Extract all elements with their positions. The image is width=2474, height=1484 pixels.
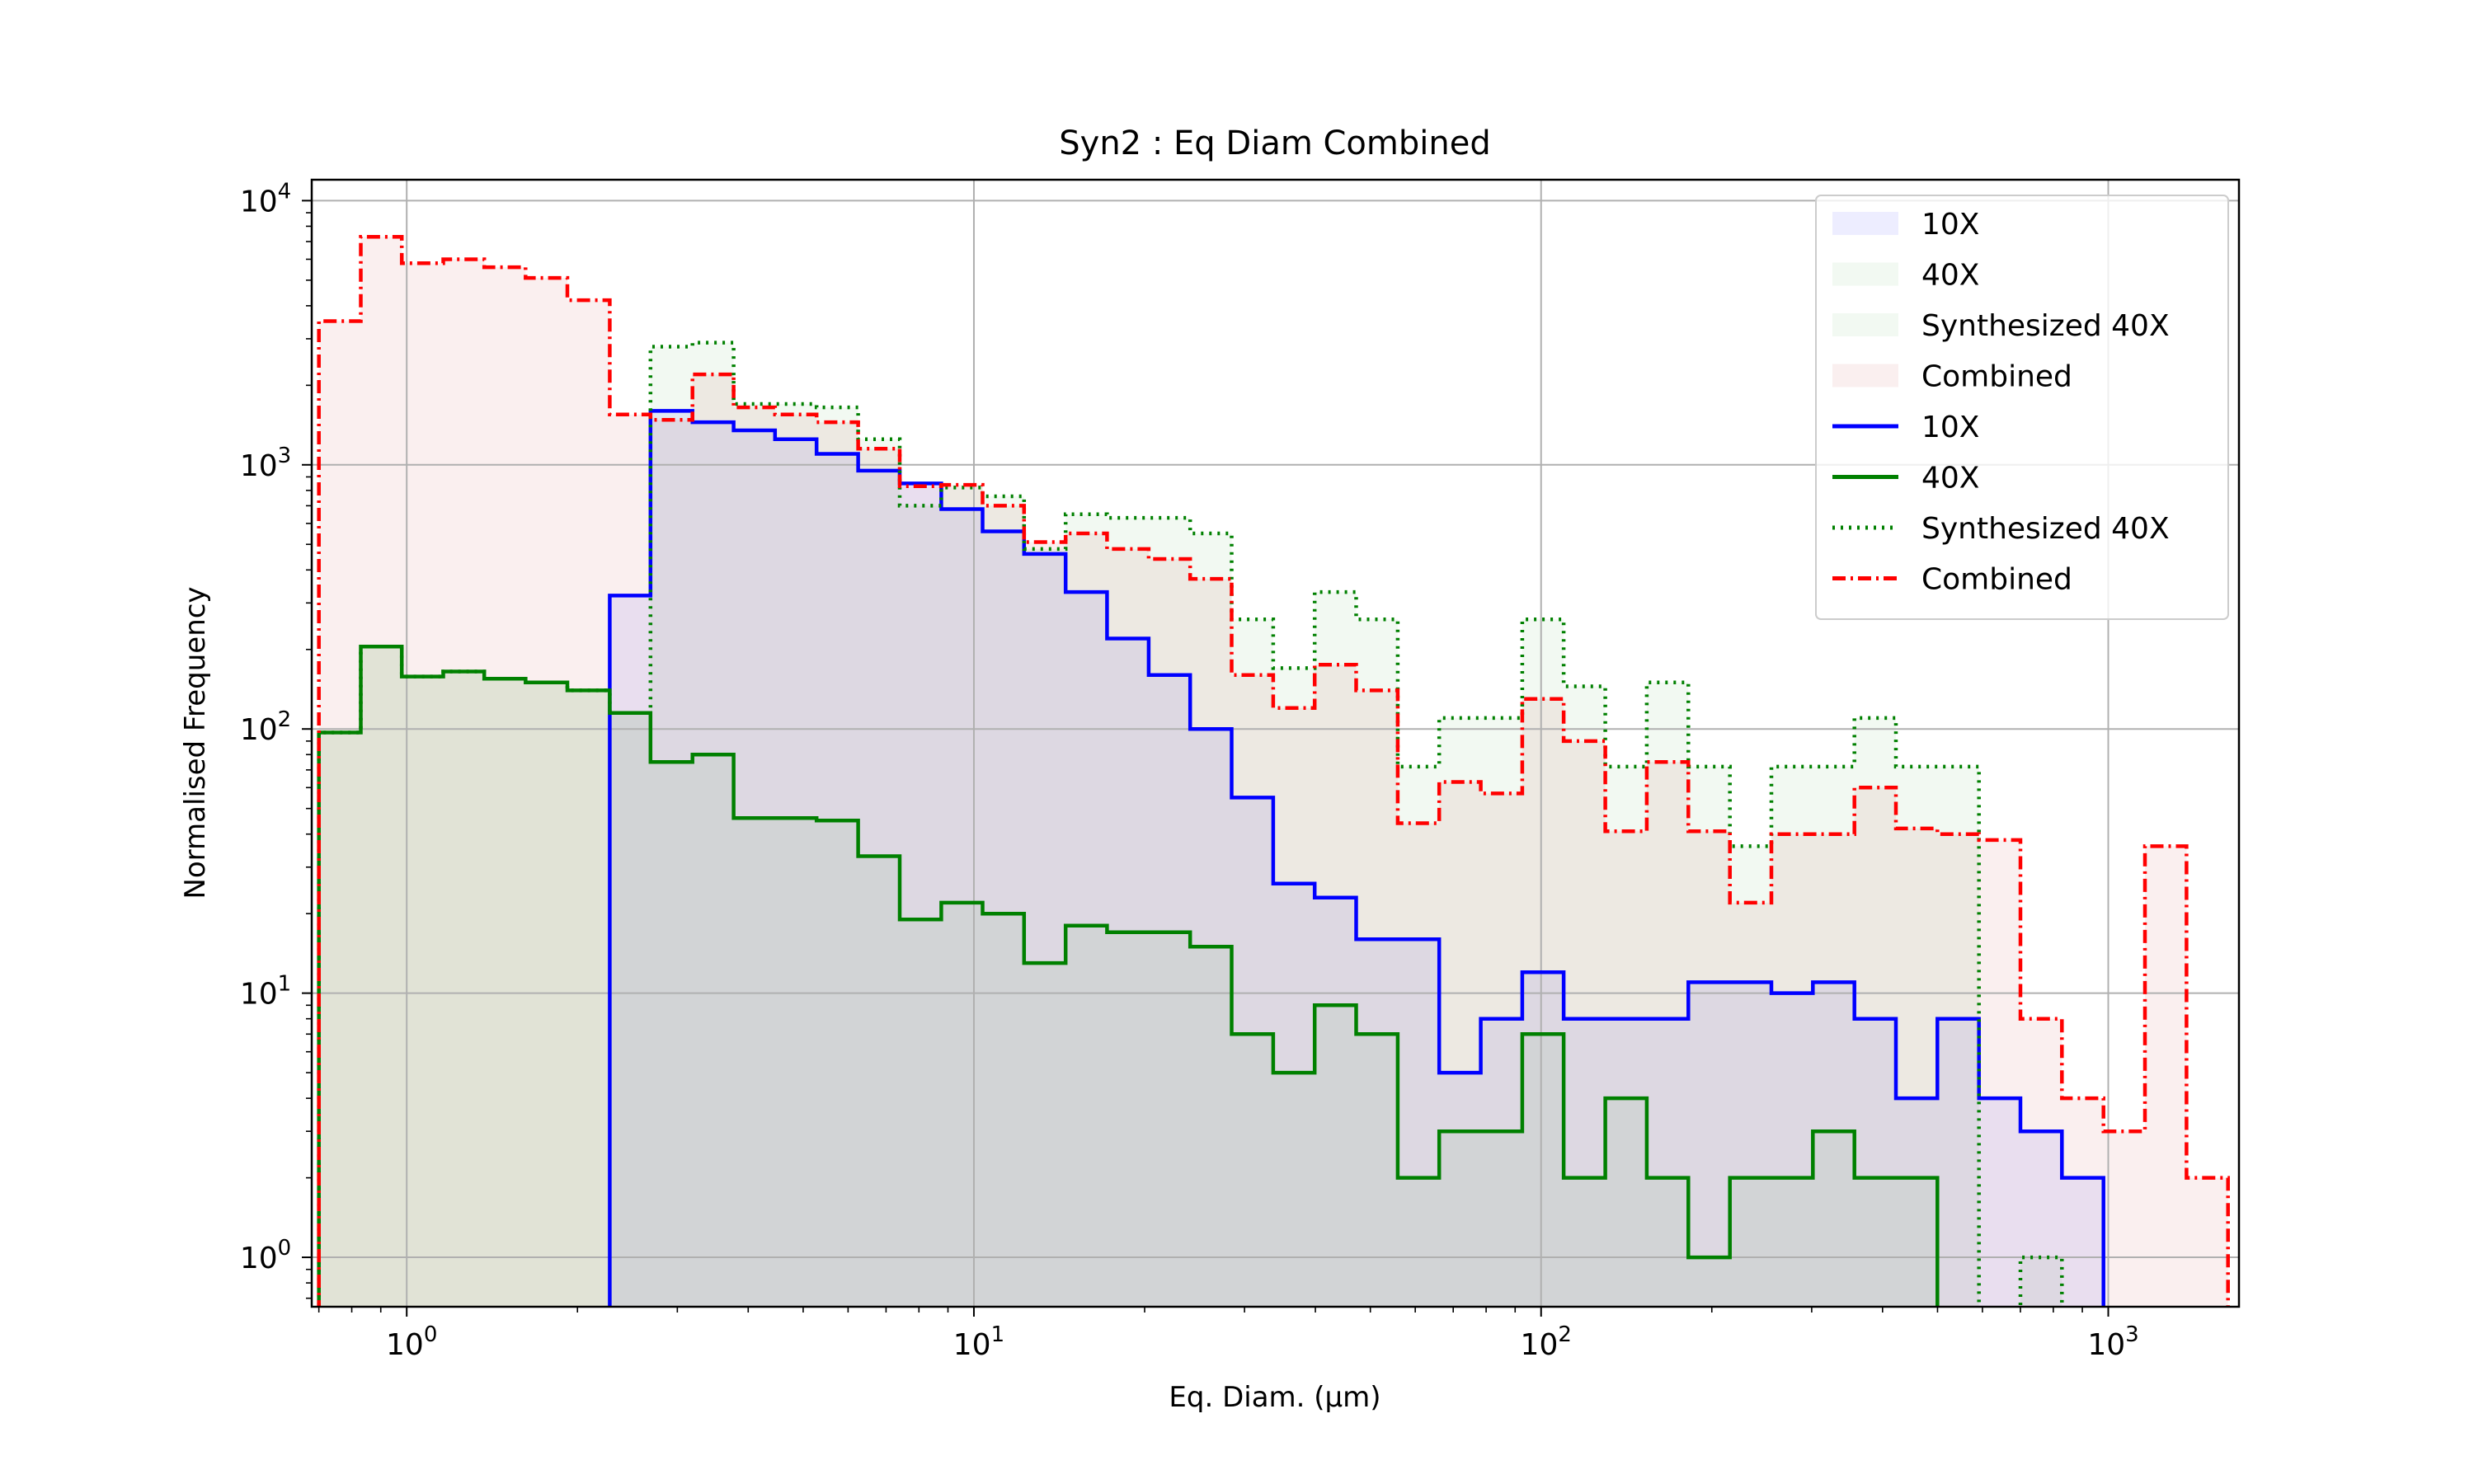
legend-label-5: 40X [1921,462,1979,495]
series-line-2-1 [2018,1255,2064,1307]
legend-label-0: 10X [1921,208,1979,242]
x-tick-label-3: 103 [2087,1322,2138,1362]
x-tick-label-1: 101 [953,1322,1004,1362]
legend-label-1: 40X [1921,259,1979,293]
x-tick-label-0: 100 [386,1322,437,1362]
series-line-1-0 [317,645,1940,1307]
legend-label-2: Synthesized 40X [1921,309,2170,343]
legend-label-3: Combined [1921,360,2072,394]
series-fill-2-1 [2020,1257,2062,1307]
series-line-3-0 [317,234,2230,1307]
axis-ticks: 100 101 102 103 100 101 102 103 104 [240,179,2139,1362]
legend-box [1815,195,2229,620]
y-tick-label-3: 103 [240,444,291,483]
legend-swatch-2 [1832,313,1898,336]
series-line-2-0 [317,340,1981,1307]
legend-label-6: Synthesized 40X [1921,512,2170,546]
legend: 10X 40X Synthesized 40X Combined 10X 40X Synth… [1815,195,2229,620]
y-tick-label-0: 100 [240,1236,291,1275]
series-fill-0-0 [609,411,2104,1307]
series-fills [318,237,2228,1307]
series-line-0-0 [608,409,2105,1307]
legend-label-4: 10X [1921,411,1979,444]
y-tick-label-4: 104 [240,179,291,218]
x-axis-label: Eq. Diam. (µm) [1169,1381,1380,1414]
legend-swatch-1 [1832,262,1898,286]
y-axis-label: Normalised Frequency [179,586,212,899]
y-tick-label-1: 101 [240,972,291,1012]
legend-label-7: Combined [1921,563,2072,597]
y-tick-label-2: 102 [240,707,291,747]
x-tick-label-2: 102 [1521,1322,1572,1362]
series-lines [317,234,2230,1307]
legend-swatch-0 [1832,212,1898,235]
series-fill-1-0 [318,646,1938,1307]
legend-swatch-3 [1832,364,1898,387]
series-fill-3-0 [318,237,2228,1307]
chart-title: Syn2 : Eq Diam Combined [1059,124,1490,162]
axes-frame [310,178,2241,1308]
